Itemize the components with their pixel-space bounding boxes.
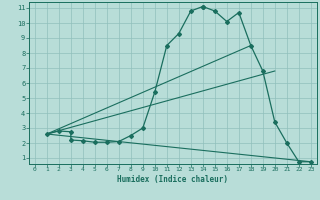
- X-axis label: Humidex (Indice chaleur): Humidex (Indice chaleur): [117, 175, 228, 184]
